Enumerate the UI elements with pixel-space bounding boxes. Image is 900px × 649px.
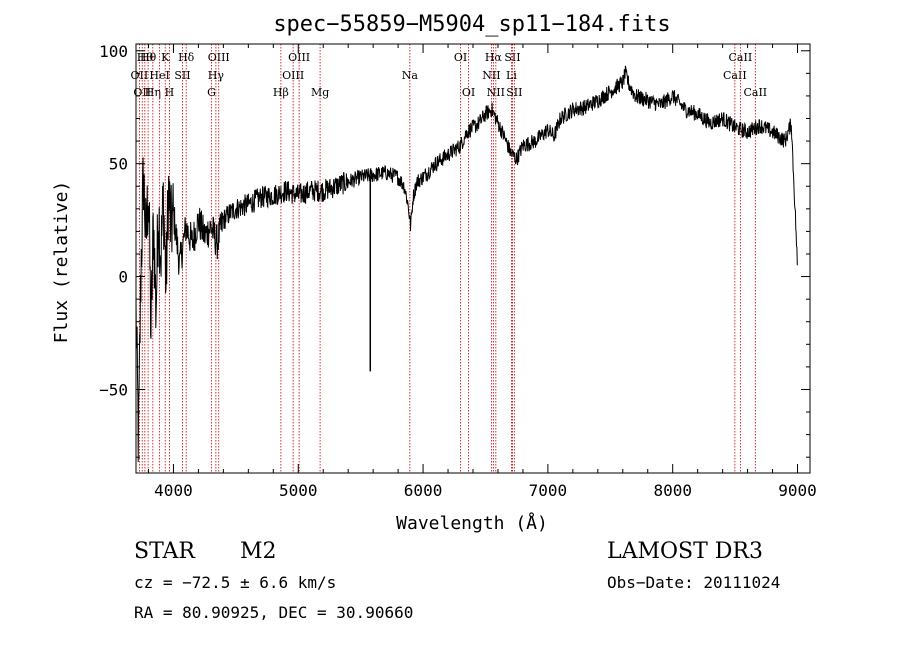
spectral-line-label: Mg [311,86,329,99]
spectral-line-label: SII [506,86,522,99]
spectrum-line [135,65,798,462]
spectral-line-label: NII [482,69,500,82]
spectral-line-label: OIII [288,51,310,64]
coordinates: RA = 80.90925, DEC = 30.90660 [134,603,414,622]
spectral-line-label: K [161,51,170,64]
spectral-line-label: Hα [485,51,503,64]
x-axis-label: Wavelength (Å) [396,512,548,534]
spectral-line-label: Hδ [178,51,195,64]
survey-name: LAMOST DR3 [607,539,763,564]
spectral-line-label: NII [487,86,505,99]
x-tick-label: 7000 [529,481,568,500]
axes: 4000 5000 6000 7000 8000 9000 −50 0 50 100 [99,42,817,500]
spectral-line-label: Hβ [273,86,289,99]
spectral-line-label: Hθ [137,51,154,64]
x-tick-label: 6000 [404,481,443,500]
spectral-line-label: OI [454,51,467,64]
spectral-line-label: SII [504,51,520,64]
obs-date: Obs−Date: 20111024 [607,573,781,592]
line-markers: OIIOIIHθHθHηHeIKHSIIHδGHγOIIIHβOIIIOIIIM… [131,44,767,473]
spectral-line-label: CaII [743,86,767,99]
y-axis-label: Flux (relative) [51,181,72,344]
spectrum-series [135,65,798,462]
x-tick-label: 9000 [778,481,817,500]
spectral-line-label: OIII [208,51,230,64]
object-class: STAR [134,539,195,564]
spectral-line-label: OII [131,69,149,82]
plot-frame [135,43,811,474]
spectral-line-label: OI [462,86,475,99]
y-tick-label: 0 [118,268,128,287]
chart-title: spec−55859−M5904_sp11−184.fits [273,12,670,37]
spectral-line-label: Li [506,69,517,82]
spectral-line-label: Hθ [140,51,157,64]
spectral-line-label: H [165,86,175,99]
spectral-line-label: SII [174,69,190,82]
spectral-line-label: CaII [729,51,753,64]
spectral-line-label: Hγ [208,69,225,82]
spectral-line-label: HeI [149,69,169,82]
x-tick-label: 5000 [279,481,318,500]
y-tick-label: 100 [99,42,128,61]
object-subclass: M2 [240,539,277,564]
spectral-line-label: CaII [723,69,747,82]
y-tick-label: 50 [109,155,128,174]
x-tick-label: 4000 [154,481,193,500]
spectral-line-label: Hη [145,86,161,99]
x-tick-label: 8000 [653,481,692,500]
redshift-text: cz = −72.5 ± 6.6 km/s [134,573,337,592]
spectral-line-label: Na [402,69,419,82]
spectral-line-label: OIII [282,69,304,82]
spectral-line-label: G [207,86,216,99]
y-tick-label: −50 [99,380,128,399]
